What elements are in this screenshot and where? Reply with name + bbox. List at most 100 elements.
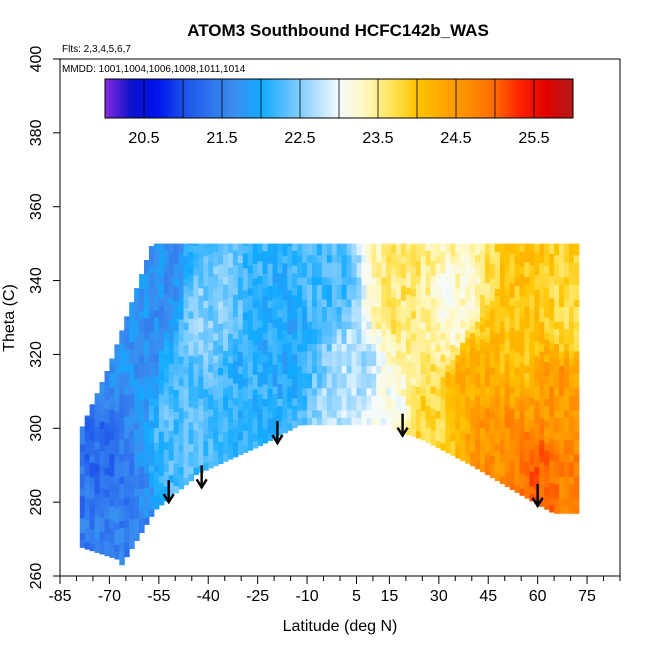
heatmap-cell (223, 276, 229, 285)
heatmap-cell (489, 433, 496, 442)
heatmap-cell (494, 288, 501, 297)
heatmap-cell (139, 458, 145, 467)
heatmap-cell (321, 284, 328, 293)
heatmap-cell (559, 476, 565, 485)
heatmap-cell (124, 541, 130, 550)
heatmap-cell (475, 276, 481, 285)
heatmap-cell (148, 390, 155, 399)
heatmap-cell (549, 364, 555, 373)
heatmap-cell (208, 408, 214, 417)
heatmap-cell (178, 429, 185, 438)
heatmap-cell (173, 374, 180, 383)
heatmap-cell (573, 446, 580, 455)
heatmap-cell (544, 383, 550, 392)
heatmap-cell (455, 435, 461, 444)
heatmap-cell (544, 457, 550, 466)
heatmap-cell (124, 431, 130, 439)
heatmap-cell (519, 421, 525, 430)
heatmap-cell (559, 299, 565, 307)
heatmap-cell (549, 371, 555, 380)
heatmap-cell (114, 411, 120, 420)
heatmap-cell (504, 412, 511, 421)
colorbar-swatch (506, 79, 512, 118)
heatmap-cell (415, 253, 422, 262)
heatmap-cell (568, 380, 575, 389)
heatmap-cell (509, 415, 516, 424)
heatmap-cell (119, 330, 125, 337)
heatmap-cell (475, 298, 481, 307)
heatmap-cell (208, 445, 214, 454)
heatmap-cell (366, 387, 372, 396)
heatmap-cell (272, 319, 278, 328)
heatmap-cell (178, 437, 185, 445)
heatmap-cell (484, 243, 491, 247)
heatmap-cell (480, 412, 486, 421)
heatmap-cell (524, 276, 530, 285)
heatmap-cell (494, 421, 501, 430)
heatmap-cell (573, 306, 580, 315)
heatmap-cell (346, 247, 353, 256)
heatmap-cell (568, 350, 575, 359)
heatmap-cell (134, 311, 140, 320)
heatmap-cell (203, 329, 209, 338)
heatmap-cell (396, 261, 402, 270)
heatmap-cell (302, 402, 308, 411)
heatmap-cell (223, 446, 229, 455)
heatmap-cell (564, 254, 570, 263)
heatmap-cell (84, 445, 91, 454)
heatmap-cell (371, 350, 377, 359)
heatmap-cell (351, 306, 357, 315)
heatmap-cell (188, 318, 194, 327)
heatmap-cell (203, 278, 209, 286)
heatmap-cell (425, 346, 432, 355)
heatmap-cell (450, 315, 456, 323)
heatmap-cell (564, 358, 570, 367)
heatmap-cell (366, 291, 372, 300)
heatmap-cell (173, 418, 180, 427)
heatmap-cell (173, 256, 180, 265)
heatmap-cell (252, 255, 259, 264)
heatmap-cell (139, 369, 145, 378)
heatmap-cell (519, 325, 525, 334)
colorbar-swatch (112, 79, 118, 118)
x-tick-label: -55 (147, 588, 170, 605)
heatmap-cell (539, 292, 545, 301)
heatmap-cell (549, 452, 555, 461)
heatmap-cell (257, 430, 264, 439)
heatmap-cell (410, 266, 417, 275)
heatmap-cell (302, 336, 308, 344)
heatmap-cell (346, 387, 353, 396)
heatmap-cell (168, 275, 175, 284)
heatmap-cell (312, 299, 318, 307)
heatmap-cell (475, 254, 481, 263)
heatmap-cell (237, 269, 244, 278)
heatmap-cell (391, 289, 397, 298)
heatmap-cell (480, 383, 486, 391)
heatmap-cell (361, 328, 367, 337)
heatmap-cell (198, 295, 204, 303)
heatmap-cell (534, 274, 540, 283)
heatmap-cell (247, 324, 254, 333)
heatmap-cell (262, 435, 269, 444)
heatmap-cell (144, 332, 150, 341)
heatmap-cell (331, 313, 338, 322)
heatmap-cell (504, 316, 511, 325)
heatmap-cell (89, 417, 96, 426)
heatmap-cell (277, 361, 283, 370)
heatmap-cell (139, 517, 145, 526)
heatmap-cell (539, 314, 545, 323)
heatmap-cell (336, 313, 343, 322)
heatmap-cell (410, 355, 417, 364)
heatmap-cell (465, 263, 471, 272)
colorbar-swatch (510, 79, 515, 118)
heatmap-cell (94, 493, 101, 502)
heatmap-cell (549, 423, 555, 432)
heatmap-cell (153, 272, 160, 281)
heatmap-cell (267, 337, 273, 345)
heatmap-cell (366, 262, 372, 271)
heatmap-cell (405, 419, 412, 428)
heatmap-cell (228, 326, 234, 334)
heatmap-cell (509, 304, 516, 313)
colorbar-swatch (381, 79, 387, 118)
heatmap-cell (534, 392, 540, 401)
